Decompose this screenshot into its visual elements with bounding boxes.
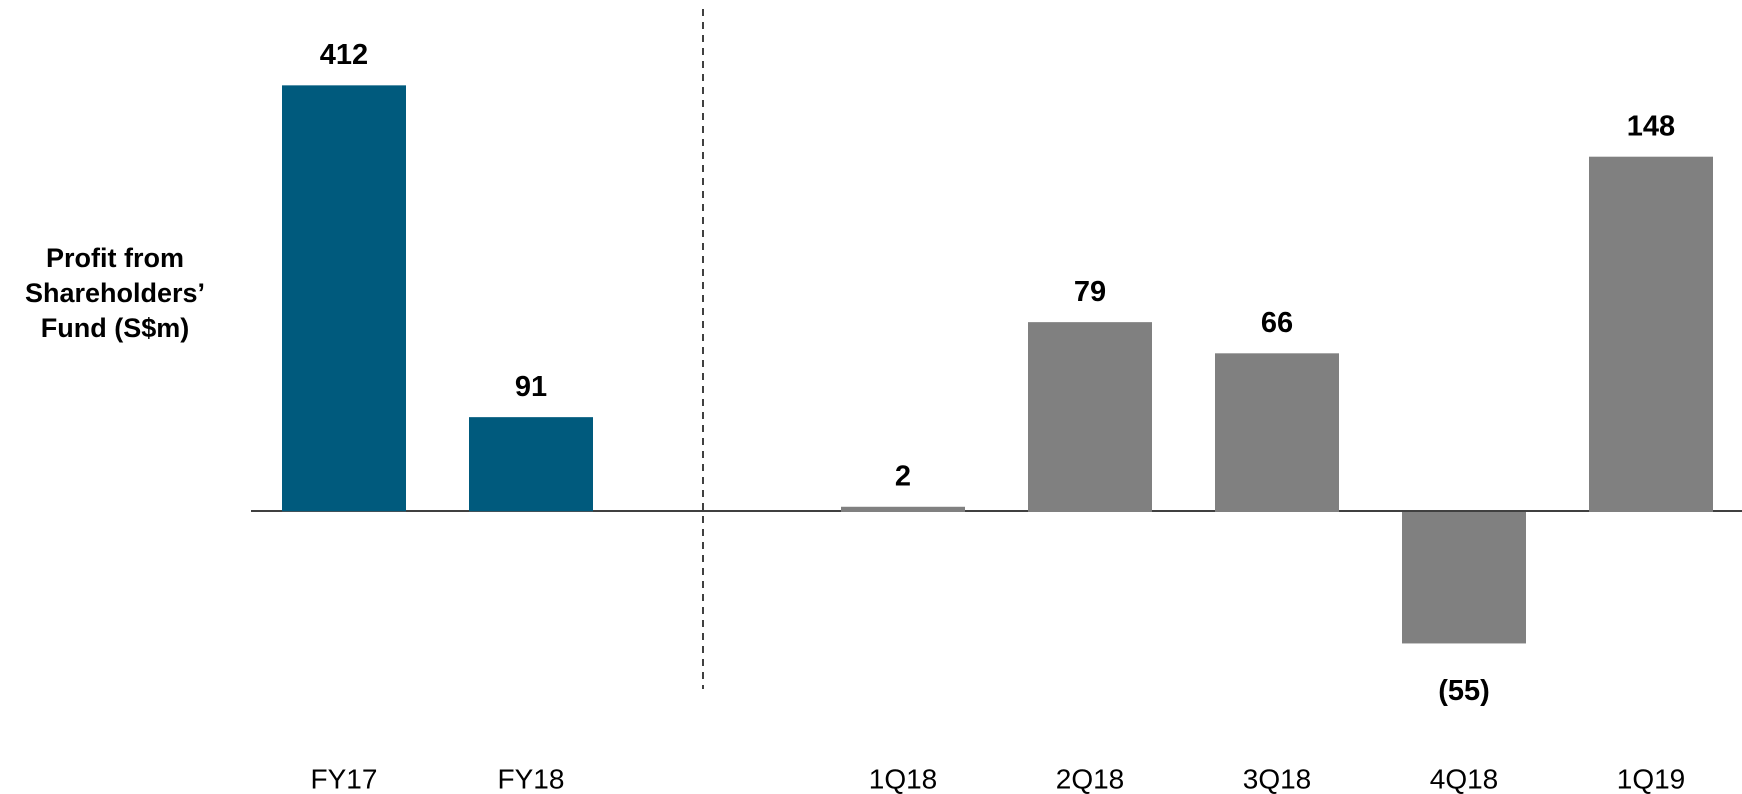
x-tick-label: 1Q19 [1617,763,1686,794]
value-label: 2 [895,460,911,492]
x-tick-label: 2Q18 [1056,763,1125,794]
value-label: 66 [1261,307,1293,339]
y-axis-label: Profit from [46,243,184,273]
value-label: 412 [320,39,368,71]
bar [1215,353,1339,512]
x-tick-label: 1Q18 [869,763,938,794]
bar [469,417,593,512]
y-axis-label: Fund (S$m) [41,313,190,343]
bar [1402,511,1526,644]
x-tick-label: 4Q18 [1430,763,1499,794]
value-label: 91 [515,371,547,403]
value-label: (55) [1438,675,1490,707]
value-label: 148 [1627,110,1675,142]
bar [841,506,965,512]
y-axis-label: Shareholders’ [25,278,205,308]
x-tick-label: FY18 [498,763,565,794]
x-tick-label: FY17 [311,763,378,794]
bar [1028,322,1152,512]
bar [1589,156,1713,512]
x-tick-label: 3Q18 [1243,763,1312,794]
bar [282,85,406,512]
value-label: 79 [1074,276,1106,308]
